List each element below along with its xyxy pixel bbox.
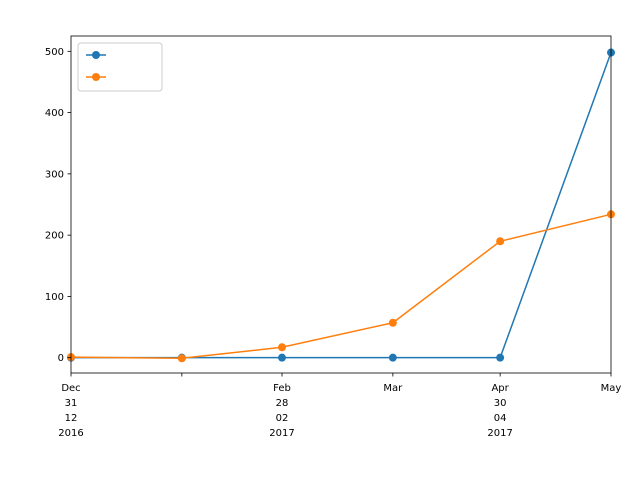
x-tick-label: 2017 [487, 428, 512, 439]
x-tick-label: 31 [65, 398, 78, 409]
y-tick-label: 400 [45, 108, 64, 119]
data-point [277, 353, 286, 362]
legend-swatch-marker [92, 73, 100, 81]
x-tick-label: Mar [383, 383, 403, 394]
legend-swatch-marker [92, 51, 100, 59]
y-tick-label: 100 [45, 292, 64, 303]
x-tick-label: 2016 [58, 428, 83, 439]
x-tick-label: May [601, 383, 622, 394]
x-tick-label: 12 [65, 413, 78, 424]
data-point [496, 237, 505, 246]
x-tick-label: 2017 [269, 428, 294, 439]
x-tick-label: Apr [491, 383, 509, 394]
legend-box [77, 42, 163, 92]
plot-area: 0 100 200 300 400 500 Dec 31 12 2016 Feb 28 02 2017 Ma… [45, 35, 622, 439]
series-line-2 [70, 213, 612, 360]
data-point [388, 353, 397, 362]
x-tick-label: 02 [276, 413, 289, 424]
y-tick-label: 300 [45, 169, 64, 180]
y-tick-label: 500 [45, 47, 64, 58]
x-tick-label: 28 [276, 398, 289, 409]
x-tick-label: Feb [273, 383, 291, 394]
y-tick-label: 200 [45, 231, 64, 242]
data-point [388, 318, 397, 327]
data-point [277, 343, 286, 352]
x-tick-label: 30 [494, 398, 507, 409]
data-point [496, 353, 505, 362]
legend [77, 42, 163, 92]
y-tick-label: 0 [58, 353, 64, 364]
x-tick-label: 04 [494, 413, 507, 424]
axes-frame [70, 35, 612, 374]
x-tick-label: Dec [61, 383, 80, 394]
data-point [177, 354, 186, 363]
